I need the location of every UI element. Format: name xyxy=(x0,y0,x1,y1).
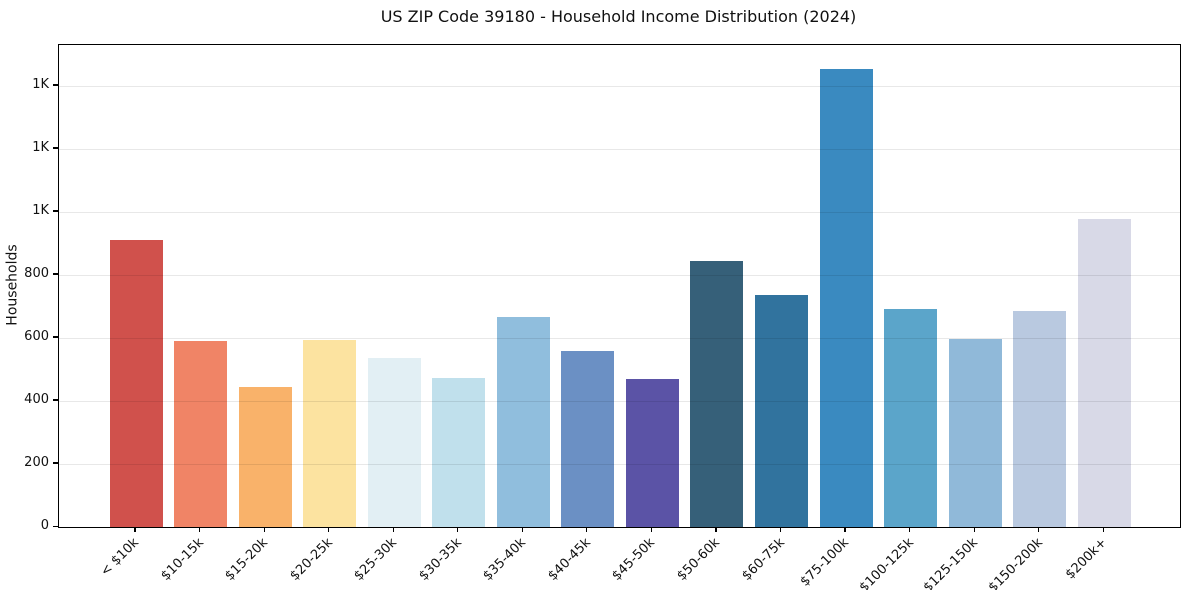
bar-35-40k xyxy=(496,316,550,527)
y-tick-mark xyxy=(53,210,58,212)
bar-15-20k xyxy=(238,386,292,527)
x-tick-mark xyxy=(1038,527,1040,533)
bar-25-30k xyxy=(367,358,421,527)
gridline xyxy=(59,337,1180,339)
bar-10-15k xyxy=(174,340,228,527)
bar-20-25k xyxy=(303,339,357,527)
y-tick-mark xyxy=(53,84,58,86)
x-tick-mark xyxy=(586,527,588,533)
x-tick-mark xyxy=(973,527,975,533)
y-tick-label: 0 xyxy=(40,518,49,533)
x-tick-mark xyxy=(198,527,201,533)
x-tick-mark xyxy=(457,527,459,533)
gridline xyxy=(59,274,1180,276)
x-tick-mark xyxy=(844,527,846,533)
gridline xyxy=(59,463,1180,465)
x-tick-mark xyxy=(521,527,523,533)
bar-30-35k xyxy=(432,378,486,527)
x-tick-mark xyxy=(650,527,652,533)
x-tick-mark xyxy=(909,527,911,533)
y-tick-label: 1K xyxy=(32,202,49,218)
y-tick-mark xyxy=(53,462,58,464)
plot-area xyxy=(58,44,1181,528)
bar-50-60k xyxy=(690,261,744,527)
x-tick-mark xyxy=(779,527,782,533)
x-tick-mark xyxy=(134,527,136,533)
x-tick-mark xyxy=(263,527,265,533)
y-tick-mark xyxy=(53,336,58,338)
gridline xyxy=(59,85,1180,87)
bar-60-75k xyxy=(755,295,808,527)
bar-40-45k xyxy=(561,350,615,527)
y-tick-label: 200 xyxy=(24,454,49,470)
gridline xyxy=(59,400,1180,402)
y-tick-label: 1K xyxy=(32,139,49,155)
y-tick-label: 600 xyxy=(24,328,49,344)
y-axis-label: Households xyxy=(5,244,22,326)
y-tick-mark xyxy=(53,525,58,527)
y-tick-mark xyxy=(53,399,58,401)
x-tick-mark xyxy=(328,527,330,533)
bar-100-125k xyxy=(884,308,938,527)
bar-75-100k xyxy=(819,68,873,527)
y-axis-label-wrap: Households xyxy=(2,44,24,526)
bar-150-200k xyxy=(1013,311,1067,527)
bar-125-150k xyxy=(948,339,1002,527)
bar-10k xyxy=(109,239,163,527)
bar-45-50k xyxy=(625,379,679,527)
y-tick-mark xyxy=(53,147,58,149)
x-tick-mark xyxy=(1102,527,1104,533)
y-tick-label: 400 xyxy=(24,391,49,407)
x-tick-mark xyxy=(392,527,394,533)
bar-200k xyxy=(1077,218,1131,527)
y-tick-label: 800 xyxy=(24,265,49,281)
y-tick-mark xyxy=(53,273,58,275)
y-tick-label: 1K xyxy=(32,76,49,92)
gridline xyxy=(59,211,1180,213)
gridline xyxy=(59,148,1180,150)
chart-title: US ZIP Code 39180 - Household Income Dis… xyxy=(380,7,857,26)
x-tick-label: < $10k xyxy=(97,535,142,580)
x-tick-mark xyxy=(715,527,717,533)
